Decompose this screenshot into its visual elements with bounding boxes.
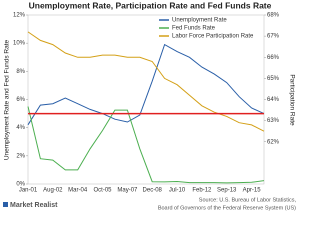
y2-tick-label: 68% xyxy=(267,13,280,19)
y-tick-label: 4% xyxy=(16,125,25,131)
y-tick-label: 0% xyxy=(16,182,25,188)
y2-tick-label: 63% xyxy=(267,118,280,124)
legend-label: Unemployment Rate xyxy=(172,18,227,24)
y2-tick-label: 66% xyxy=(267,55,280,61)
x-tick-label: Feb-12 xyxy=(192,188,212,194)
y2-tick-label: 62% xyxy=(267,139,280,145)
logo-icon xyxy=(3,202,8,207)
x-tick-label: Mar-04 xyxy=(68,188,88,194)
y2-axis-title: Participation Rate xyxy=(288,74,295,126)
line-series xyxy=(27,43,265,126)
y2-tick-label: 67% xyxy=(267,34,280,40)
y2-tick-label: 64% xyxy=(267,97,280,103)
x-tick-label: Oct-05 xyxy=(94,188,113,194)
y-tick-label: 6% xyxy=(16,97,25,103)
x-tick-label: Sep-13 xyxy=(217,188,237,194)
source: Board of Governors of the Federal Reserv… xyxy=(158,205,296,211)
x-tick-label: Aug-02 xyxy=(43,188,63,194)
x-tick-label: Apr-15 xyxy=(243,188,262,194)
y2-tick-label: 65% xyxy=(267,76,280,82)
line-series xyxy=(27,31,265,132)
chart-title: Unemployment Rate, Participation Rate an… xyxy=(29,0,272,10)
y-axis-title: Unemployment Rate and Fed Funds Rate xyxy=(4,39,11,160)
y-tick-label: 8% xyxy=(16,69,25,75)
x-tick-label: Jan-01 xyxy=(19,188,38,194)
chart: Unemployment Rate, Participation Rate an… xyxy=(3,0,297,211)
legend-label: Labor Force Participation Rate xyxy=(172,34,254,40)
y-tick-label: 12% xyxy=(13,13,26,19)
source: Source: U.S. Bureau of Labor Statistics, xyxy=(199,197,297,203)
x-tick-label: May-07 xyxy=(117,188,138,194)
logo: Market Realist xyxy=(10,202,58,209)
line-series xyxy=(27,106,265,184)
x-tick-label: Dec-08 xyxy=(143,188,163,194)
legend-label: Fed Funds Rate xyxy=(172,26,216,32)
y-tick-label: 2% xyxy=(16,153,25,159)
x-tick-label: Jul-10 xyxy=(169,188,186,194)
y-tick-label: 10% xyxy=(13,41,26,47)
